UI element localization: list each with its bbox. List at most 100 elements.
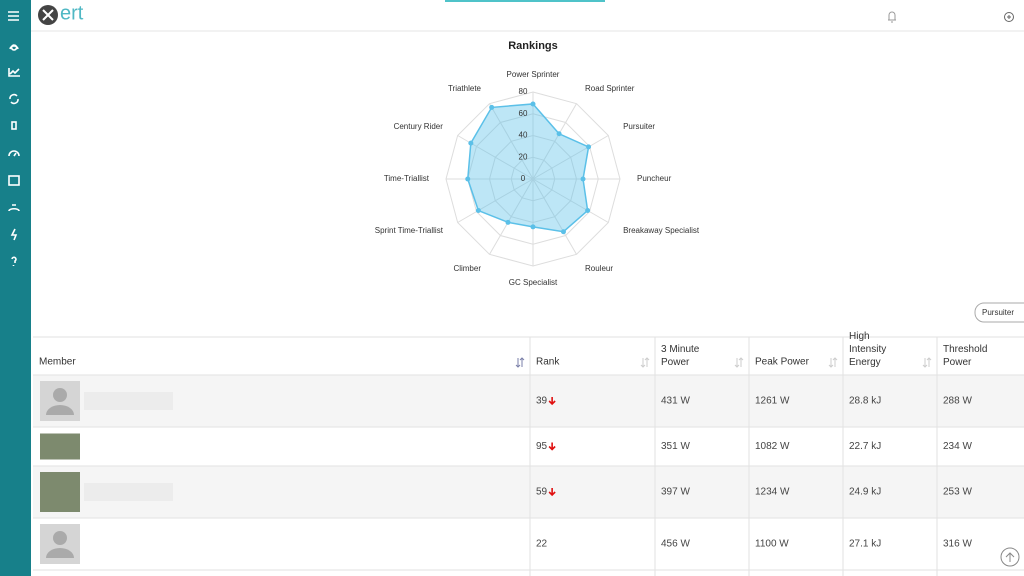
column-header[interactable]: Threshold Power (943, 344, 987, 368)
sort-icon[interactable] (734, 357, 744, 368)
radar-point (556, 131, 562, 137)
table-cell: 22.7 kJ (849, 441, 881, 452)
spoke (532, 178, 577, 255)
logo-text[interactable]: ert (60, 2, 84, 24)
axis-label: Power Sprinter (507, 70, 560, 79)
sort-icon[interactable] (640, 357, 650, 368)
table-cell: 288 W (943, 396, 972, 407)
table-cell: 316 W (943, 539, 972, 550)
table-cell: 234 W (943, 441, 972, 452)
sort-icon[interactable] (515, 357, 525, 368)
role-selector[interactable] (974, 302, 1024, 323)
rank-value: 22 (536, 539, 548, 550)
radar-point (585, 208, 591, 214)
profile-icon[interactable] (9, 44, 19, 51)
table-cell: 1261 W (755, 396, 790, 407)
tick-label: 60 (519, 109, 528, 118)
tick-label: 40 (519, 131, 528, 140)
radar-point (468, 140, 474, 146)
table-cell: 431 W (661, 396, 690, 407)
rank-trend-down (548, 397, 556, 406)
table-header (33, 337, 1024, 375)
radar-point (489, 104, 495, 110)
axis-label: Century Rider (394, 122, 444, 131)
table-row (33, 427, 1024, 466)
chart-icon[interactable] (8, 68, 20, 77)
radar-chart: Power Sprinter Road Sprinter Pursuiter Punc… (375, 70, 700, 287)
logo-x (42, 9, 54, 21)
axis-label: Rouleur (585, 264, 613, 273)
mobile-icon[interactable] (11, 121, 17, 130)
notification-icon[interactable] (888, 11, 896, 23)
radar-point (586, 144, 592, 150)
video-icon[interactable] (8, 175, 20, 186)
column-header[interactable]: Member (39, 357, 76, 368)
sidebar (0, 0, 31, 576)
column-header[interactable]: 3 Minute Power (661, 344, 700, 368)
rank-value: 39 (536, 396, 548, 407)
axis-label: Climber (453, 264, 481, 273)
table-row (33, 518, 1024, 570)
radar-point (465, 176, 471, 182)
radar-point (475, 208, 481, 214)
radar-point (530, 101, 536, 107)
radar-point (505, 219, 511, 225)
column-header[interactable]: High Intensity Energy (849, 331, 886, 368)
table-cell: 351 W (661, 441, 690, 452)
tick-label: 0 (521, 174, 526, 183)
tick-label: 80 (519, 87, 528, 96)
help-icon[interactable] (11, 256, 17, 266)
table-cell: 456 W (661, 539, 690, 550)
spoke (457, 178, 534, 223)
axis-label: Sprint Time-Triallist (375, 226, 444, 235)
axis-label: Pursuiter (623, 122, 655, 131)
member-name-blurred (84, 483, 173, 501)
table-cell: 28.8 kJ (849, 396, 881, 407)
tick-label: 20 (519, 152, 528, 161)
menu-icon[interactable] (8, 11, 19, 21)
group-icon[interactable] (8, 204, 20, 212)
table-cell: 1082 W (755, 441, 790, 452)
table-cell: 1234 W (755, 487, 790, 498)
radar-point (580, 176, 586, 182)
axis-label: Road Sprinter (585, 84, 635, 93)
sort-icon[interactable] (922, 357, 932, 368)
scroll-top-arrow (1005, 552, 1015, 562)
avatar-head (53, 531, 67, 545)
axis-label: Time-Triallist (384, 174, 430, 183)
table-row (33, 375, 1024, 427)
axis-label: Breakaway Specialist (623, 226, 700, 235)
spoke (532, 135, 609, 180)
table-row (33, 466, 1024, 518)
progress-bar (445, 0, 605, 2)
sort-icon[interactable] (828, 357, 838, 368)
sidebar-icons (8, 11, 20, 266)
column-header[interactable]: Rank (536, 357, 560, 368)
sync-icon[interactable] (9, 93, 19, 105)
radar-point (560, 229, 566, 235)
radar-point (530, 224, 536, 230)
rankings-table: Member Rank 3 Minute Power Peak Power High Int… (33, 331, 1024, 576)
spoke (532, 178, 609, 223)
avatar-head (53, 388, 67, 402)
member-avatar (40, 472, 80, 512)
rank-trend-down (548, 488, 556, 497)
top-bar (31, 0, 1024, 31)
rank-value: 95 (536, 441, 548, 452)
gauge-icon[interactable] (8, 150, 20, 157)
axis-label: GC Specialist (509, 278, 558, 287)
spoke (532, 103, 577, 180)
power-icon[interactable] (10, 228, 18, 241)
table-cell: 1100 W (755, 539, 789, 550)
avatar-body (46, 548, 74, 558)
table-cell: 253 W (943, 487, 972, 498)
member-name-blurred (84, 392, 173, 410)
column-header[interactable]: Peak Power (755, 357, 810, 368)
role-selector-label: Pursuiter (982, 308, 1014, 317)
add-button[interactable] (1004, 12, 1014, 22)
rank-value: 59 (536, 487, 548, 498)
radar-area (466, 103, 590, 233)
